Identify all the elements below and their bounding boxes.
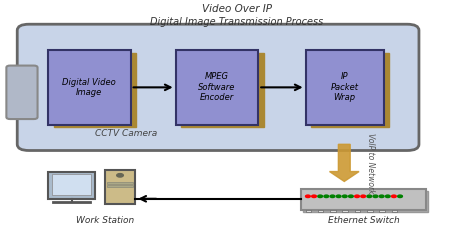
Circle shape [385, 195, 390, 197]
Text: CCTV Camera: CCTV Camera [95, 129, 157, 138]
Text: VoIP to Network: VoIP to Network [365, 133, 374, 193]
Text: Digital Image Transmission Process: Digital Image Transmission Process [150, 17, 324, 27]
Bar [355, 210, 360, 212]
Text: IP
Packet
Wrap: IP Packet Wrap [330, 72, 358, 102]
Bar [48, 50, 131, 124]
Circle shape [392, 195, 396, 197]
Bar [318, 210, 323, 212]
Text: Digital Video
Image: Digital Video Image [63, 78, 116, 97]
Circle shape [355, 195, 359, 197]
Circle shape [367, 195, 372, 197]
Circle shape [379, 195, 384, 197]
Bar [301, 189, 426, 210]
Bar [54, 53, 137, 127]
Bar [392, 210, 397, 212]
Circle shape [348, 195, 353, 197]
Circle shape [398, 195, 402, 197]
Bar [303, 191, 428, 212]
Bar [175, 50, 258, 124]
Text: Video Over IP: Video Over IP [202, 4, 272, 14]
Bar [367, 210, 373, 212]
Bar [107, 185, 133, 187]
Bar [330, 210, 336, 212]
FancyBboxPatch shape [17, 24, 419, 150]
Text: Ethernet Switch: Ethernet Switch [328, 216, 399, 225]
Bar [311, 53, 389, 127]
Text: Work Station: Work Station [75, 216, 134, 225]
Circle shape [336, 195, 341, 197]
FancyBboxPatch shape [6, 65, 37, 119]
Bar [342, 210, 348, 212]
Text: MPEG
Software
Encoder: MPEG Software Encoder [198, 72, 236, 102]
Circle shape [342, 195, 347, 197]
Circle shape [312, 195, 317, 197]
Bar [48, 172, 95, 199]
Bar [306, 50, 383, 124]
Circle shape [318, 195, 322, 197]
Circle shape [306, 195, 310, 197]
Circle shape [373, 195, 378, 197]
Bar [105, 170, 136, 204]
Bar [181, 53, 264, 127]
Bar [107, 182, 133, 184]
Bar [52, 174, 91, 195]
Bar [379, 210, 385, 212]
Circle shape [361, 195, 365, 197]
Circle shape [324, 195, 328, 197]
Bar [306, 210, 311, 212]
Circle shape [117, 174, 123, 177]
Circle shape [330, 195, 335, 197]
FancyArrow shape [329, 144, 359, 182]
